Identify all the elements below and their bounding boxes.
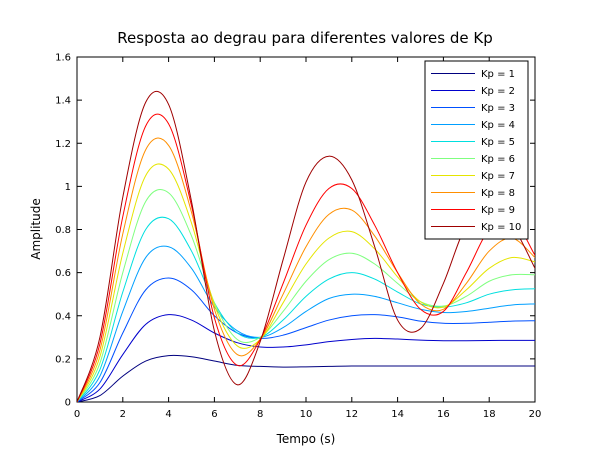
x-tick-label: 18 — [483, 409, 496, 420]
x-tick-label: 10 — [300, 409, 313, 420]
legend-label: Kp = 4 — [481, 120, 515, 131]
x-tick-label: 14 — [391, 409, 404, 420]
x-tick-label: 0 — [74, 409, 80, 420]
legend-label: Kp = 10 — [481, 222, 521, 233]
legend-label: Kp = 3 — [481, 103, 515, 114]
x-tick-label: 16 — [437, 409, 450, 420]
y-tick-label: 1 — [65, 182, 71, 193]
y-axis: 0 0.2 0.4 0.6 0.8 1 1.2 1.4 1.6 — [55, 53, 535, 409]
x-tick-label: 8 — [257, 409, 263, 420]
series-line-kp-2 — [77, 314, 535, 402]
legend-label: Kp = 8 — [481, 188, 515, 199]
legend-label: Kp = 1 — [481, 69, 515, 80]
series-line-kp-9 — [77, 113, 535, 402]
y-axis-label: Amplitude — [29, 198, 43, 260]
x-tick-label: 6 — [211, 409, 217, 420]
y-tick-label: 1.4 — [55, 96, 71, 107]
legend-label: Kp = 5 — [481, 137, 515, 148]
y-tick-label: 1.2 — [55, 139, 71, 150]
y-tick-label: 0.8 — [55, 225, 71, 236]
series-line-kp-4 — [77, 245, 535, 402]
series-line-kp-10 — [77, 90, 535, 402]
x-tick-label: 2 — [120, 409, 126, 420]
legend: Kp = 1 Kp = 2 Kp = 3 Kp = 4 Kp = 5 Kp = 6 Kp =… — [424, 60, 529, 240]
y-tick-label: 1.6 — [55, 53, 71, 64]
legend-label: Kp = 6 — [481, 154, 515, 165]
y-tick-label: 0.6 — [55, 268, 71, 279]
x-tick-label: 12 — [345, 409, 358, 420]
y-tick-label: 0 — [65, 398, 71, 409]
series-line-kp-1 — [77, 354, 535, 402]
y-tick-label: 0.4 — [55, 311, 71, 322]
x-tick-label: 4 — [165, 409, 171, 420]
x-axis-label: Tempo (s) — [276, 432, 336, 446]
y-tick-label: 0.2 — [55, 354, 71, 365]
series-line-kp-7 — [77, 163, 535, 402]
legend-label: Kp = 9 — [481, 205, 515, 216]
chart-title: Resposta ao degrau para diferentes valor… — [117, 29, 492, 47]
x-axis: 0 2 4 6 8 10 12 14 16 18 20 — [74, 57, 542, 420]
series-lines — [77, 90, 535, 402]
series-line-kp-3 — [77, 277, 535, 402]
x-tick-label: 20 — [529, 409, 542, 420]
series-line-kp-6 — [77, 189, 535, 402]
legend-label: Kp = 7 — [481, 171, 515, 182]
series-line-kp-5 — [77, 216, 535, 402]
series-line-kp-8 — [77, 137, 535, 402]
legend-label: Kp = 2 — [481, 86, 515, 97]
